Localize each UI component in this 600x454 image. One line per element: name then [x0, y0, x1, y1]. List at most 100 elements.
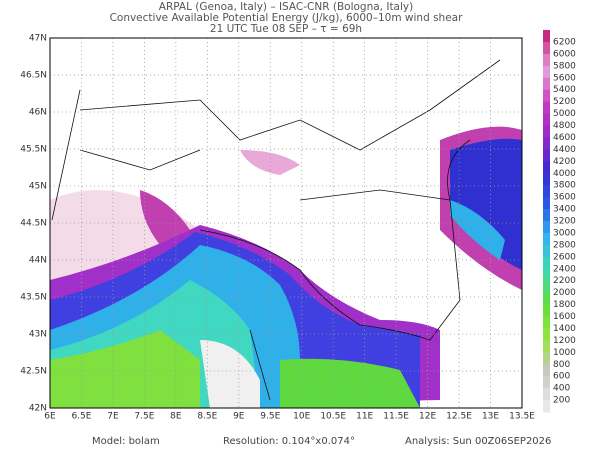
- colorbar-label: 2800: [553, 240, 576, 250]
- colorbar-swatch: [543, 197, 550, 210]
- colorbar-swatch: [543, 316, 550, 329]
- colorbar-label: 3600: [553, 193, 576, 203]
- colorbar-swatch: [543, 53, 550, 67]
- colorbar-label: 1600: [553, 312, 576, 322]
- lat-label: 44.5N: [20, 219, 47, 229]
- colorbar-swatch: [543, 352, 550, 365]
- colorbar-swatch: [543, 65, 550, 79]
- colorbar-swatch: [543, 125, 550, 138]
- colorbar-swatch: [543, 328, 550, 341]
- lat-label: 43.5N: [20, 293, 47, 303]
- colorbar-swatch: [543, 388, 550, 401]
- lon-label: 9E: [233, 412, 245, 422]
- colorbar-label: 3400: [553, 205, 576, 215]
- footer-resolution: Resolution: 0.104°x0.074°: [223, 436, 355, 447]
- colorbar-swatch: [543, 77, 550, 91]
- colorbar-swatch: [543, 232, 550, 246]
- lon-label: 13.5E: [509, 412, 535, 422]
- lon-label: 10E: [293, 412, 310, 422]
- colorbar-swatch: [543, 137, 550, 150]
- lon-label: 6.5E: [71, 412, 91, 422]
- map-frame: [49, 37, 523, 409]
- colorbar-label: 2600: [553, 252, 576, 262]
- colorbar-swatch: [543, 149, 550, 162]
- colorbar-label: 3200: [553, 217, 576, 227]
- colorbar-label: 5200: [553, 97, 576, 107]
- lon-label: 12.5E: [446, 412, 472, 422]
- colorbar-label: 5000: [553, 109, 576, 119]
- header-line: Convective Available Potential Energy (J…: [110, 12, 464, 24]
- colorbar-swatch: [543, 268, 550, 282]
- colorbar-swatch: [543, 292, 550, 306]
- lon-label: 7E: [107, 412, 119, 422]
- graticule: [50, 38, 522, 408]
- colorbar-label: 200: [553, 396, 570, 406]
- footer-model: Model: bolam: [92, 436, 160, 447]
- footer-analysis: Analysis: Sun 00Z06SEP2026: [405, 436, 551, 447]
- colorbar-swatch: [543, 113, 550, 126]
- colorbar-label: 6000: [553, 49, 576, 59]
- colorbar-label: 400: [553, 384, 570, 394]
- colorbar-label: 1000: [553, 348, 576, 358]
- colorbar-label: 5600: [553, 73, 576, 83]
- lat-label: 43N: [29, 330, 47, 340]
- colorbar-label: 5800: [553, 61, 576, 71]
- colorbar-label: 6200: [553, 37, 576, 47]
- lon-label: 10.5E: [320, 412, 346, 422]
- colorbar-swatch: [543, 209, 550, 222]
- lon-label: 12E: [419, 412, 436, 422]
- colorbar-swatch: [543, 256, 550, 270]
- lon-label: 9.5E: [260, 412, 280, 422]
- colorbar-swatch: [543, 173, 550, 186]
- colorbar-swatch: [543, 376, 550, 389]
- header-line: ARPAL (Genoa, Italy) – ISAC-CNR (Bologna…: [159, 1, 413, 13]
- lat-label: 42.5N: [20, 367, 47, 377]
- colorbar-label: 1400: [553, 324, 576, 334]
- colorbar-swatch: [543, 340, 550, 353]
- lat-label: 42N: [29, 404, 47, 414]
- lon-label: 11E: [356, 412, 373, 422]
- colorbar-swatch: [543, 221, 550, 234]
- lon-label: 11.5E: [383, 412, 409, 422]
- lat-label: 46.5N: [20, 71, 47, 81]
- colorbar-label: 4400: [553, 145, 576, 155]
- colorbar-swatch: [543, 304, 550, 317]
- colorbar-label: 1200: [553, 336, 576, 346]
- lat-label: 45N: [29, 182, 47, 192]
- colorbar-swatch: [543, 244, 550, 258]
- colorbar-label: 2400: [553, 264, 576, 274]
- colorbar-label: 5400: [553, 85, 576, 95]
- colorbar-label: 4200: [553, 157, 576, 167]
- lat-label: 44N: [29, 256, 47, 266]
- colorbar-label: 2000: [553, 288, 576, 298]
- colorbar-swatch: [543, 280, 550, 294]
- colorbar-label: 3800: [553, 181, 576, 191]
- colorbar-label: 4800: [553, 121, 576, 131]
- colorbar-swatch: [543, 101, 550, 115]
- colorbar-label: 3000: [553, 228, 576, 238]
- lat-label: 47N: [29, 34, 47, 44]
- colorbar-label: 4600: [553, 133, 576, 143]
- lon-label: 8.5E: [197, 412, 217, 422]
- lon-label: 8E: [170, 412, 182, 422]
- colorbar-swatch: [543, 185, 550, 198]
- colorbar-label: 800: [553, 360, 570, 370]
- map-field: [50, 38, 522, 408]
- colorbar-swatch: [543, 30, 550, 43]
- colorbar-swatch: [543, 89, 550, 103]
- lon-label: 13E: [482, 412, 499, 422]
- colorbar-label: 600: [553, 372, 570, 382]
- colorbar-swatch: [543, 41, 550, 55]
- colorbar-label: 2200: [553, 276, 576, 286]
- colorbar-label: 4000: [553, 169, 576, 179]
- colorbar-swatch: [543, 364, 550, 377]
- colorbar-swatch: [543, 161, 550, 174]
- colorbar-swatch: [543, 400, 550, 413]
- lat-label: 45.5N: [20, 145, 47, 155]
- lon-label: 6E: [44, 412, 56, 422]
- lat-label: 46N: [29, 108, 47, 118]
- colorbar: 6200 6000 5800 5600 5400 5200 5000 4800 4600 4400…: [543, 30, 576, 413]
- header-line: 21 UTC Tue 08 SEP – τ = 69h: [210, 23, 362, 35]
- lon-label: 7.5E: [134, 412, 154, 422]
